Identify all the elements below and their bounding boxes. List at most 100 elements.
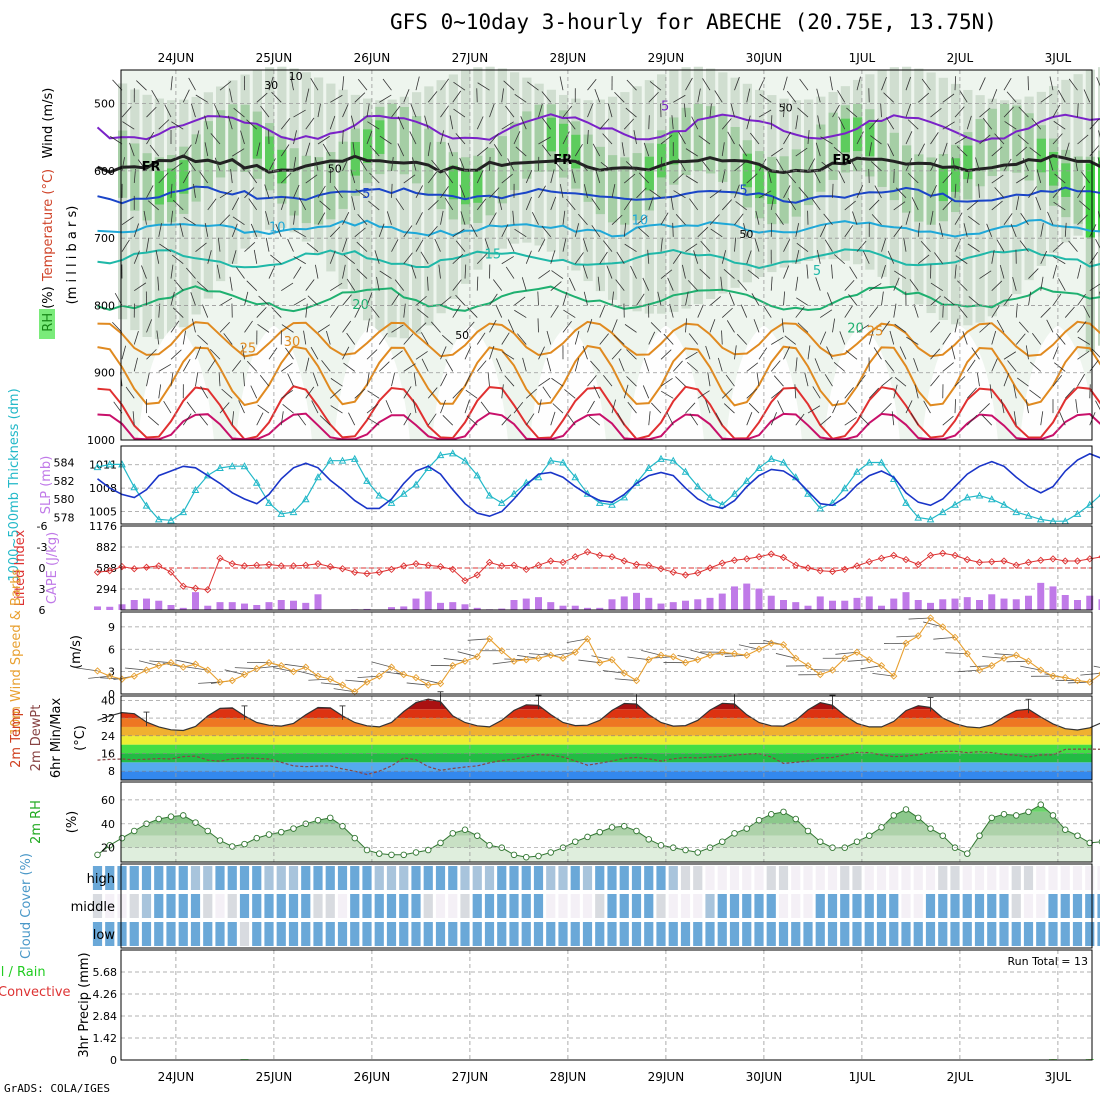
cloud-cell-low	[288, 922, 299, 946]
wind-barb	[743, 223, 748, 237]
lifted-index-point	[473, 571, 481, 579]
lifted-index-point	[951, 551, 959, 560]
cape-bar	[314, 594, 322, 610]
cloud-cell-middle	[337, 894, 348, 918]
thickness-point	[914, 513, 923, 521]
panel-bg	[121, 446, 1092, 524]
wind-barb	[253, 249, 258, 264]
wind-barb	[427, 142, 431, 157]
wind-barb	[460, 211, 466, 225]
cloud-cell-low	[117, 922, 127, 946]
lifted-index-point	[988, 558, 996, 566]
wind-barb	[403, 303, 406, 318]
rh-point	[547, 849, 555, 856]
rh-contour-label: 50	[779, 102, 793, 115]
wind-barb	[525, 413, 535, 426]
wind-barb	[133, 357, 138, 372]
wind-barb	[870, 135, 882, 145]
wind-barb	[434, 238, 441, 252]
wind-barb	[538, 239, 546, 252]
rh-band	[350, 94, 360, 306]
cloud-cell-low	[264, 922, 274, 946]
rh-band	[975, 95, 985, 323]
lifted-index-point	[547, 557, 555, 565]
wind-barb	[158, 119, 170, 130]
cape-bar	[1049, 586, 1057, 610]
wind-barb	[231, 411, 234, 426]
wind-barb	[856, 184, 864, 198]
wind-barb	[137, 159, 147, 172]
cape-bar	[559, 605, 567, 610]
wind-barb	[227, 115, 233, 130]
wind-barb	[806, 264, 809, 279]
wind-barb	[951, 345, 956, 360]
wind-barb	[824, 239, 833, 252]
lifted-index-point	[914, 560, 922, 569]
cape-bar	[522, 598, 530, 610]
wind-barb	[770, 360, 781, 372]
wind-barb	[807, 345, 811, 360]
wind-barb	[633, 130, 637, 145]
rh-band-high	[865, 122, 875, 157]
wind-barb	[783, 265, 790, 279]
rh-point	[179, 812, 187, 819]
wind-barb	[767, 169, 772, 184]
cloud-cell-middle	[766, 894, 776, 918]
rh-band	[436, 141, 446, 210]
wind-barb	[593, 385, 601, 399]
wind-barb	[204, 222, 209, 237]
rh-band	[620, 157, 630, 225]
rh-contour-label: 50	[328, 162, 342, 175]
wind-barb	[721, 307, 733, 318]
rh-point	[486, 842, 493, 849]
cloud-cell-low	[693, 922, 703, 946]
lifted-index-point	[939, 549, 947, 557]
rh-band-high	[1061, 163, 1071, 197]
wind-barb	[231, 360, 242, 372]
wind-barb	[391, 183, 393, 198]
wind-barb	[403, 412, 412, 426]
cloud-cell-middle	[803, 894, 813, 918]
cloud-cell-low	[472, 922, 482, 946]
wind-barb	[317, 324, 330, 333]
wind-speed-point	[326, 675, 334, 683]
cloud-cell-low	[999, 922, 1009, 946]
cloud-cell-high	[276, 866, 286, 890]
wind-barb	[305, 303, 308, 318]
wind-barb	[611, 348, 622, 360]
wind-barb	[590, 360, 601, 372]
rh-band	[706, 68, 716, 299]
wind-barb	[930, 158, 938, 172]
cloud-cell-middle	[656, 894, 666, 918]
ylabel-temperature: Temperature (°C)	[41, 169, 56, 282]
wind-barb	[905, 158, 913, 172]
thickness-point	[767, 454, 776, 462]
wind-speed-point	[363, 678, 371, 686]
cape-bar	[951, 598, 959, 610]
rh-tick-label: 60	[101, 794, 115, 807]
cloud-cell-middle	[239, 894, 250, 918]
wind-barb	[121, 106, 132, 118]
wind-speed-point	[694, 656, 702, 664]
wind-barb	[244, 241, 256, 252]
cloud-cell-low	[484, 922, 495, 946]
wind-barb	[893, 303, 897, 318]
wind-barb	[600, 162, 613, 172]
thickness-point	[277, 509, 286, 517]
wind-barb	[441, 334, 454, 345]
rh-band	[632, 153, 642, 221]
isotherm-label: 10	[269, 220, 286, 235]
wind-barb	[182, 330, 186, 345]
wind-barb	[913, 358, 919, 372]
pressure-tick-label: 800	[94, 299, 115, 312]
wind-barb	[666, 412, 674, 426]
rh-point	[412, 849, 420, 856]
temp-yunit: (°C)	[73, 725, 88, 751]
wind-yunit: (m/s)	[69, 635, 84, 669]
cloud-cell-low	[558, 922, 568, 946]
lifted-index-point	[1061, 557, 1069, 565]
wind-barb	[356, 268, 368, 279]
wind-speed-point	[142, 666, 151, 674]
cloud-cell-middle	[203, 894, 213, 918]
rh-band-high	[1098, 157, 1100, 232]
